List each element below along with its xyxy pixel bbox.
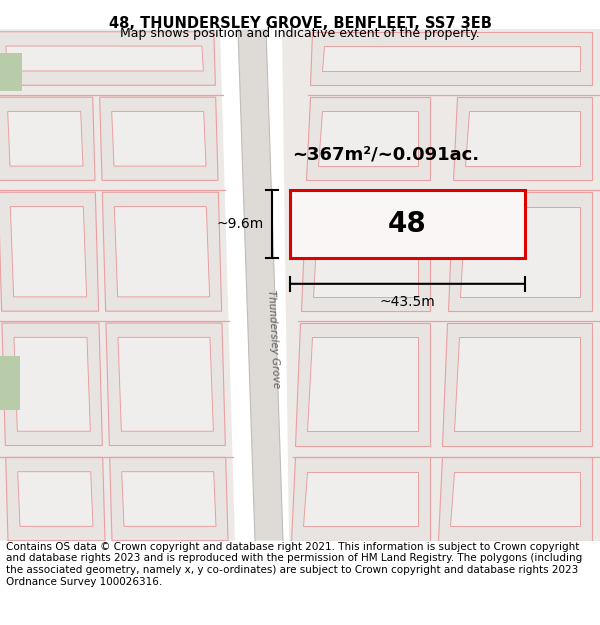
Polygon shape <box>313 206 418 297</box>
Text: 48: 48 <box>388 210 427 238</box>
Polygon shape <box>0 32 215 85</box>
Polygon shape <box>322 46 580 71</box>
Polygon shape <box>8 111 83 166</box>
Polygon shape <box>2 323 103 446</box>
Polygon shape <box>110 458 228 541</box>
Polygon shape <box>453 97 592 181</box>
Polygon shape <box>454 338 580 431</box>
Text: Contains OS data © Crown copyright and database right 2021. This information is : Contains OS data © Crown copyright and d… <box>6 542 582 587</box>
Polygon shape <box>310 32 592 85</box>
Polygon shape <box>303 472 418 526</box>
Text: ~43.5m: ~43.5m <box>380 294 436 309</box>
Polygon shape <box>450 472 580 526</box>
Text: ~367m²/~0.091ac.: ~367m²/~0.091ac. <box>292 145 479 163</box>
Polygon shape <box>465 111 580 166</box>
Polygon shape <box>442 323 592 446</box>
Polygon shape <box>6 46 203 71</box>
Polygon shape <box>115 206 209 297</box>
Text: 48, THUNDERSLEY GROVE, BENFLEET, SS7 3EB: 48, THUNDERSLEY GROVE, BENFLEET, SS7 3EB <box>109 16 491 31</box>
Polygon shape <box>0 356 20 410</box>
Polygon shape <box>318 111 418 166</box>
Polygon shape <box>307 338 418 431</box>
Polygon shape <box>448 192 592 311</box>
Polygon shape <box>238 29 283 541</box>
Polygon shape <box>5 458 105 541</box>
Polygon shape <box>0 29 235 541</box>
Polygon shape <box>106 323 226 446</box>
Polygon shape <box>14 338 91 431</box>
Polygon shape <box>118 338 214 431</box>
Bar <box>290 190 525 258</box>
Polygon shape <box>0 192 98 311</box>
Polygon shape <box>306 97 430 181</box>
Polygon shape <box>103 192 221 311</box>
Polygon shape <box>301 192 430 311</box>
Text: Thundersley Grove: Thundersley Grove <box>266 289 281 388</box>
Polygon shape <box>17 472 93 526</box>
Polygon shape <box>122 472 216 526</box>
Polygon shape <box>295 323 430 446</box>
Text: Map shows position and indicative extent of the property.: Map shows position and indicative extent… <box>120 28 480 41</box>
Polygon shape <box>100 97 218 181</box>
Polygon shape <box>112 111 206 166</box>
Polygon shape <box>0 97 95 181</box>
Polygon shape <box>460 206 580 297</box>
Text: ~9.6m: ~9.6m <box>217 217 264 231</box>
Polygon shape <box>438 458 592 541</box>
Polygon shape <box>10 206 86 297</box>
Polygon shape <box>291 458 430 541</box>
Polygon shape <box>282 29 600 541</box>
Polygon shape <box>0 53 22 91</box>
